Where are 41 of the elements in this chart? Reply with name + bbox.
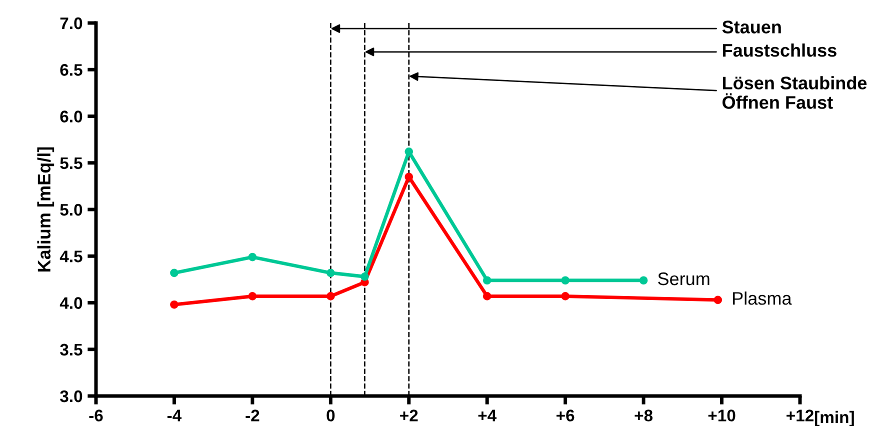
y-tick-label: 5.0: [60, 204, 82, 216]
y-tick-label: 6.0: [60, 110, 82, 122]
annotation: Faustschluss: [722, 43, 836, 57]
y-tick-label: 3.5: [60, 344, 82, 356]
point: [248, 252, 257, 262]
y-tick-label: 4.0: [60, 297, 82, 309]
point: [482, 276, 492, 285]
x-tick-label: -4: [167, 410, 182, 422]
x-tick-label: +4: [478, 410, 497, 422]
point: [360, 272, 369, 281]
series-label: Serum: [658, 272, 710, 286]
x-tick-label: +10: [708, 410, 736, 422]
point: [170, 300, 178, 309]
point: [561, 292, 570, 300]
y-tick-label: 7.0: [60, 17, 82, 30]
point: [482, 292, 492, 300]
x-tick-label: 0: [326, 410, 335, 422]
y-tick-label: 3.0: [60, 390, 82, 402]
point: [404, 148, 414, 156]
x-tick-label: +6: [556, 410, 574, 422]
point: [170, 268, 178, 278]
x-tick-label: -2: [246, 410, 260, 422]
annotation: Stauen: [722, 20, 781, 34]
y-tick-label: 6.5: [60, 64, 82, 76]
series-label: Plasma: [733, 292, 792, 305]
y-tick-label: 4.5: [60, 250, 82, 262]
x-tick-label: +8: [634, 410, 653, 422]
point: [561, 276, 570, 285]
point: [404, 172, 414, 182]
annotation: Lösen Staubinde Öffnen Faust: [722, 76, 867, 109]
point: [326, 292, 335, 300]
y-tick-label: 5.5: [60, 157, 82, 170]
x-tick-label: -6: [89, 410, 103, 422]
x-tick-label: +12: [786, 410, 814, 422]
point: [714, 296, 722, 304]
y-axis-title: Kalium [mEq/l]: [37, 147, 54, 272]
point: [639, 276, 648, 285]
point: [326, 268, 335, 278]
point: [248, 292, 257, 300]
x-tick-label: +2: [400, 410, 418, 422]
x-axis-title: [min]: [815, 410, 854, 426]
